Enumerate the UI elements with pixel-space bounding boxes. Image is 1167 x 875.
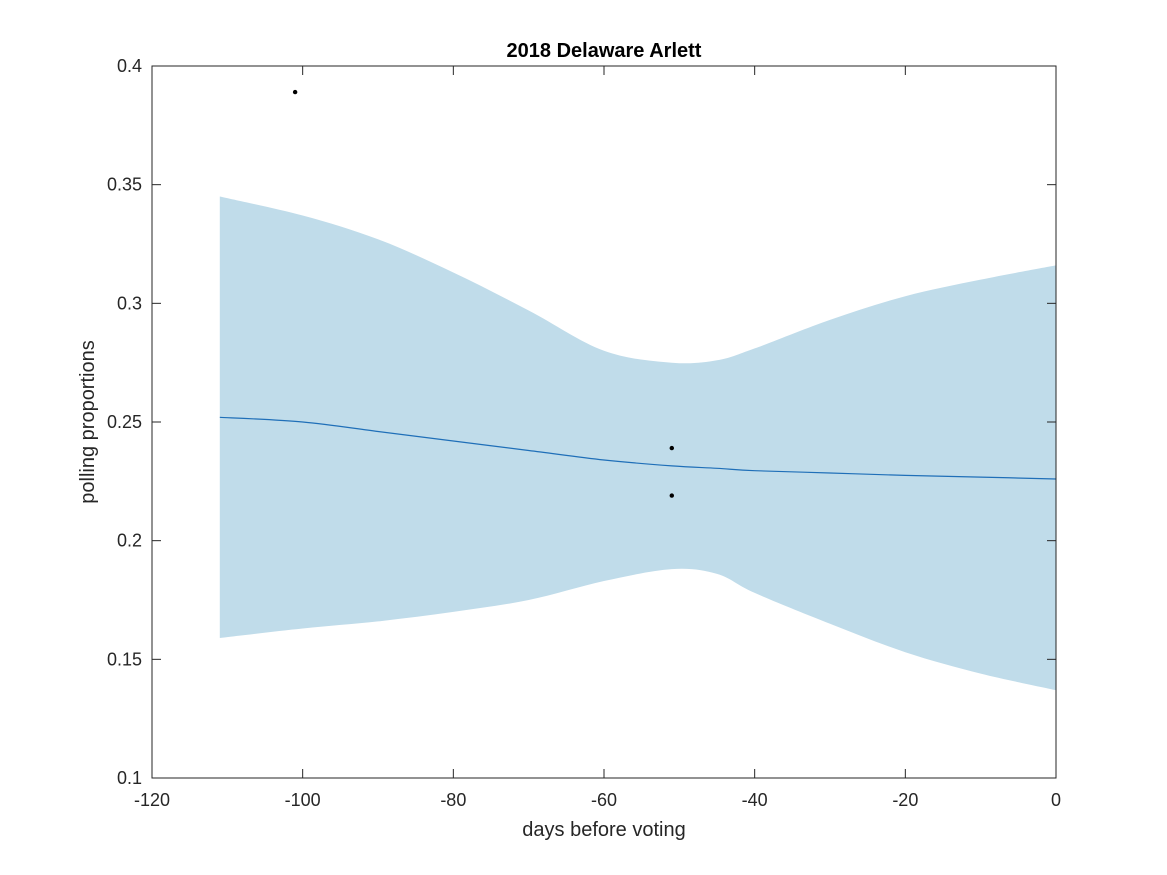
x-tick-label: -80 [440,790,466,810]
x-tick-label: -100 [285,790,321,810]
y-tick-label: 0.2 [117,531,142,551]
tick-marks-layer [151,65,1057,779]
x-tick-label: -40 [742,790,768,810]
chart-title: 2018 Delaware Arlett [507,40,702,62]
y-tick-label: 0.1 [117,768,142,788]
y-tick-label: 0.35 [107,175,142,195]
x-tick-label: 0 [1051,790,1061,810]
trend-line-layer [219,416,1057,480]
y-tick-labels: 0.1 0.15 0.2 0.25 0.3 0.35 0.4 [107,56,142,788]
y-tick-label: 0.15 [107,649,142,669]
poll-point [669,445,674,451]
poll-points-layer [292,89,674,498]
y-axis-label: polling proportions [77,340,99,503]
x-tick-labels: -120 -100 -80 -60 -40 -20 0 [134,790,1061,810]
poll-point [292,89,298,95]
x-tick-label: -60 [591,790,617,810]
y-tick-label: 0.25 [107,412,142,432]
confidence-band-layer [219,196,1057,691]
x-tick-label: -120 [134,790,170,810]
confidence-band [219,196,1057,691]
y-tick-label: 0.3 [117,293,142,313]
x-axis-label: days before voting [522,819,685,841]
trend-line [219,416,1057,480]
poll-point [669,493,674,498]
x-tick-label: -20 [892,790,918,810]
y-tick-label: 0.4 [117,56,142,76]
